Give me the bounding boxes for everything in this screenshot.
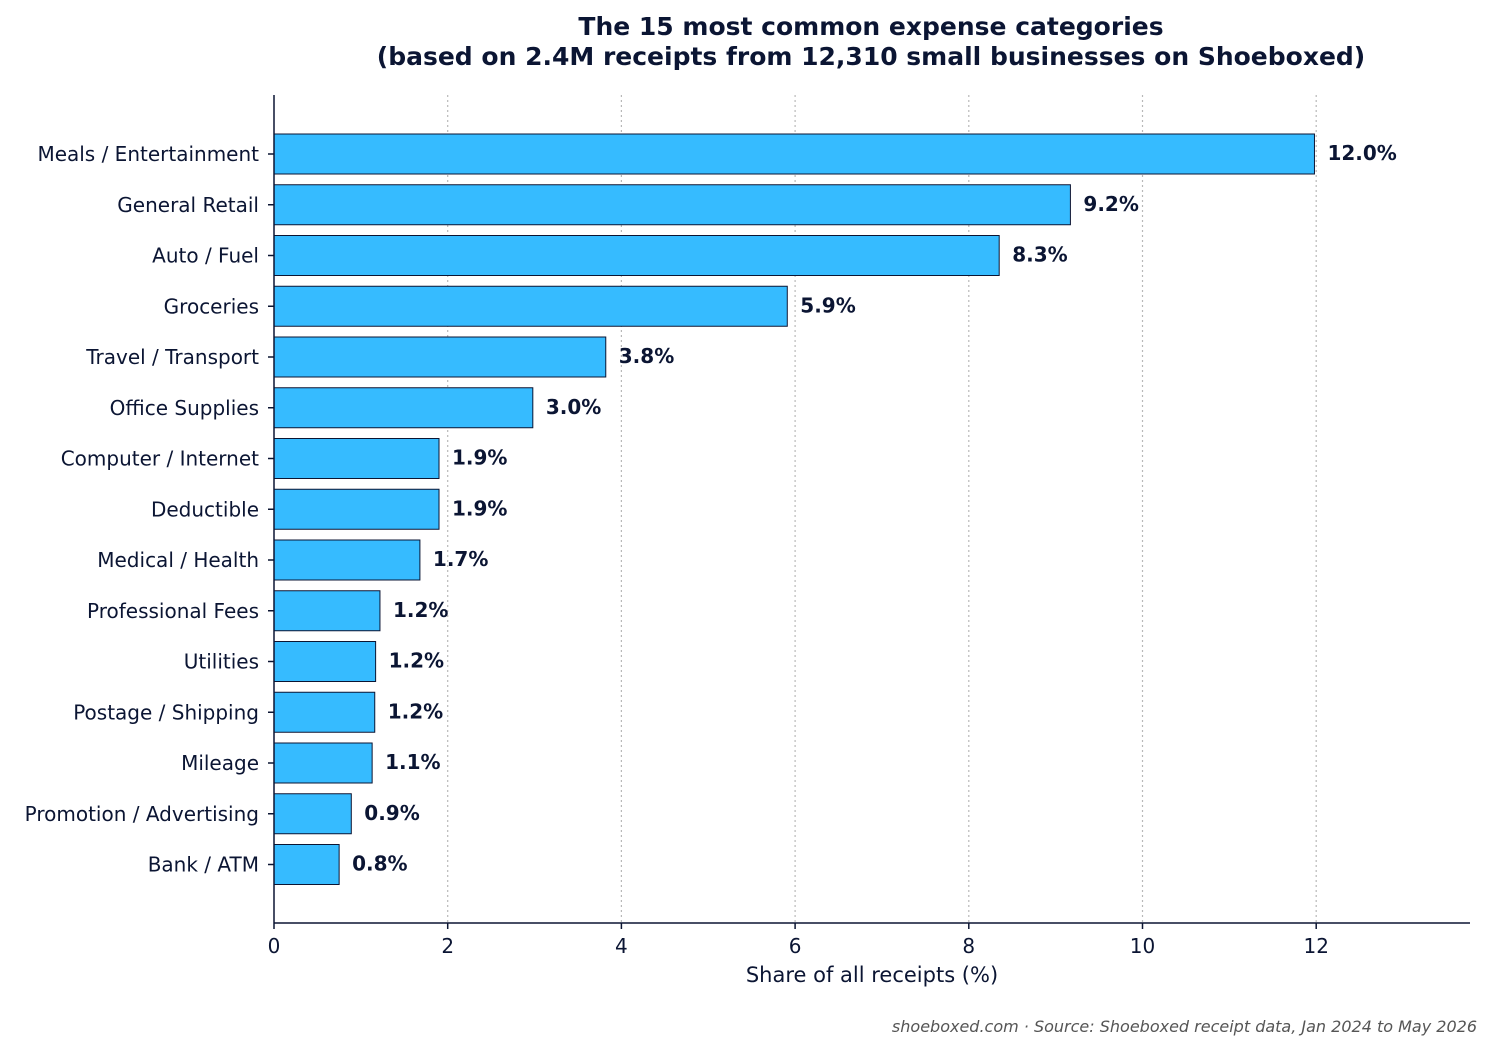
- category-label: Auto / Fuel: [152, 244, 259, 268]
- bar: [273, 641, 377, 682]
- value-label: 0.9%: [364, 801, 419, 825]
- category-label: Groceries: [164, 294, 259, 318]
- x-axis-label: Share of all receipts (%): [746, 963, 998, 987]
- x-tick-label: 8: [962, 934, 975, 958]
- value-label: 1.7%: [433, 547, 488, 571]
- value-label: 8.3%: [1012, 243, 1067, 267]
- value-label: 3.0%: [546, 395, 601, 419]
- bar: [273, 235, 1000, 276]
- category-label: Professional Fees: [87, 599, 259, 623]
- chart-title-line-1: The 15 most common expense categories: [578, 12, 1163, 41]
- category-label: Promotion / Advertising: [25, 802, 259, 826]
- x-tick-label: 10: [1130, 934, 1155, 958]
- category-label: Medical / Health: [97, 548, 259, 572]
- bar: [273, 691, 376, 733]
- category-label: General Retail: [117, 193, 259, 217]
- bar: [273, 539, 421, 581]
- x-tick-label: 4: [615, 934, 628, 958]
- category-label: Postage / Shipping: [73, 700, 259, 724]
- x-tick-label: 6: [789, 934, 802, 958]
- value-labels: 12.0% 9.2% 8.3% 5.9% 3.8% 3.0% 1.9% 1.9% 1.7% 1.2…: [352, 141, 1397, 876]
- x-gridlines: [447, 95, 1317, 923]
- value-label: 0.8%: [352, 852, 407, 876]
- bar: [273, 285, 788, 327]
- value-label: 9.2%: [1083, 192, 1138, 216]
- value-label: 1.1%: [385, 750, 440, 774]
- bar: [273, 336, 607, 378]
- category-label: Travel / Transport: [85, 345, 259, 369]
- bar: [273, 793, 352, 835]
- category-label: Computer / Internet: [61, 447, 259, 471]
- bar: [273, 133, 1315, 175]
- source-footer: shoeboxed.com · Source: Shoeboxed receip…: [892, 1017, 1477, 1036]
- category-label: Utilities: [184, 650, 259, 674]
- value-label: 5.9%: [800, 293, 855, 317]
- value-label: 1.9%: [452, 446, 507, 470]
- value-label: 1.2%: [389, 649, 444, 673]
- chart-title-line-2: (based on 2.4M receipts from 12,310 smal…: [377, 42, 1365, 71]
- x-tick-label: 0: [268, 934, 281, 958]
- bar: [273, 488, 440, 530]
- bar: [273, 184, 1071, 226]
- value-label: 1.2%: [393, 598, 448, 622]
- category-label: Meals / Entertainment: [37, 142, 259, 166]
- bar: [273, 742, 373, 784]
- x-tick-labels: 0 2 4 6 8 10 12: [268, 923, 1329, 958]
- x-tick-label: 12: [1303, 934, 1328, 958]
- category-label: Office Supplies: [110, 396, 259, 420]
- value-label: 1.2%: [388, 699, 443, 723]
- bar: [273, 590, 381, 632]
- category-labels: Meals / Entertainment General Retail Auto …: [25, 142, 260, 877]
- category-label: Bank / ATM: [148, 853, 259, 877]
- category-label: Mileage: [181, 751, 259, 775]
- bar: [273, 438, 440, 479]
- value-label: 1.9%: [452, 496, 507, 520]
- bar: [273, 844, 340, 885]
- value-label: 12.0%: [1327, 141, 1396, 165]
- bars: [268, 133, 1315, 885]
- bar: [273, 387, 534, 429]
- x-tick-label: 2: [441, 934, 454, 958]
- value-label: 3.8%: [619, 344, 674, 368]
- category-label: Deductible: [151, 497, 259, 521]
